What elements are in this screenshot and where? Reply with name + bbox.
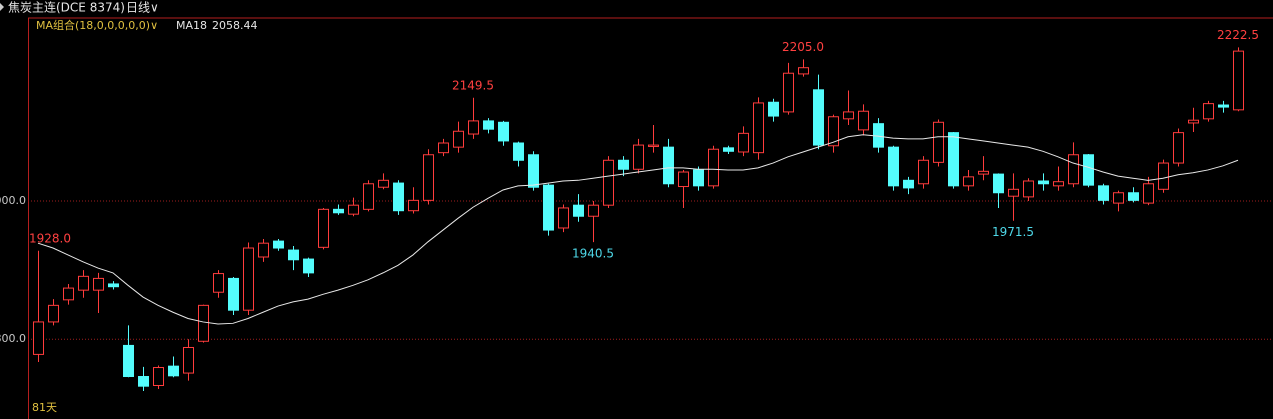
- candle-body: [618, 159, 629, 170]
- candle-body: [858, 110, 869, 131]
- candle-body: [933, 121, 944, 163]
- candle-body: [393, 182, 404, 212]
- candle-body: [228, 277, 239, 311]
- candle-body: [693, 169, 704, 187]
- days-count: 81天: [32, 401, 57, 414]
- period-selector[interactable]: 日线∨: [126, 1, 159, 15]
- extreme-label: 1940.5: [572, 247, 614, 261]
- candle-body: [588, 204, 599, 217]
- candle-body: [153, 367, 164, 386]
- candle-body: [303, 258, 314, 274]
- candle-body: [423, 154, 434, 201]
- candle-body: [978, 170, 989, 175]
- candle-body: [1203, 103, 1214, 120]
- candle-body: [273, 240, 284, 249]
- candle-body: [363, 183, 374, 210]
- candle-body: [768, 101, 779, 117]
- y-tick-label: 2000.0: [0, 194, 26, 207]
- candle-body: [903, 179, 914, 189]
- candle-body: [213, 273, 224, 293]
- candle-body: [708, 148, 719, 187]
- ma-last: 2058.44: [212, 19, 258, 32]
- candle-body: [1128, 192, 1139, 201]
- candle-body: [918, 159, 929, 185]
- candle-body: [1143, 183, 1154, 204]
- candle-body: [723, 147, 734, 152]
- candle-body: [528, 154, 539, 188]
- extreme-label: 2222.5: [1217, 28, 1259, 42]
- y-tick-label: 1800.0: [0, 332, 26, 345]
- candle-body: [33, 321, 44, 355]
- candle-body: [123, 344, 134, 378]
- indicator-selector[interactable]: MA组合(18,0,0,0,0,0)∨: [36, 18, 158, 32]
- candle-body: [408, 199, 419, 212]
- candle-body: [1038, 180, 1049, 185]
- candle-body: [1173, 132, 1184, 164]
- candle-body: [558, 207, 569, 229]
- extreme-label: 2205.0: [782, 40, 824, 54]
- candle-body: [783, 72, 794, 113]
- candle-body: [168, 365, 179, 377]
- candle-body: [738, 132, 749, 153]
- candle-body: [93, 277, 104, 291]
- menu-arrow[interactable]: [0, 3, 4, 11]
- candle-body: [1053, 181, 1064, 187]
- candle-body: [1158, 162, 1169, 190]
- chart-title: 焦炭主连(DCE 8374): [8, 0, 125, 15]
- extreme-label: 1971.5: [992, 225, 1034, 239]
- candle-body: [543, 184, 554, 231]
- candle-body: [348, 204, 359, 215]
- candle-body: [678, 171, 689, 188]
- candle-body: [963, 176, 974, 187]
- candle-body: [48, 304, 59, 323]
- candle-body: [1113, 192, 1124, 204]
- candle-body: [603, 159, 614, 206]
- candle-body: [1023, 180, 1034, 198]
- candle-body: [483, 120, 494, 130]
- candle-body: [183, 346, 194, 374]
- candle-body: [633, 144, 644, 170]
- ma-line: [37, 134, 1239, 325]
- candle-body: [333, 208, 344, 214]
- candle-body: [573, 204, 584, 217]
- extreme-label: 1928.0: [29, 231, 71, 245]
- candle-body: [378, 179, 389, 188]
- candle-body: [1218, 104, 1229, 108]
- candle-body: [843, 111, 854, 120]
- candle-body: [318, 208, 329, 248]
- candle-body: [498, 121, 509, 142]
- candle-body: [888, 146, 899, 187]
- candle-body: [198, 304, 209, 342]
- candle-body: [1008, 188, 1019, 197]
- candle-body: [288, 249, 299, 261]
- candle-body: [753, 102, 764, 154]
- candle-body: [453, 130, 464, 148]
- candle-body: [243, 247, 254, 311]
- candle-body: [468, 120, 479, 135]
- candle-body: [258, 242, 269, 258]
- candle-body: [948, 132, 959, 187]
- candle-body: [663, 146, 674, 185]
- candle-body: [993, 173, 1004, 194]
- candle-body: [1098, 185, 1109, 201]
- candle-body: [138, 376, 149, 387]
- candle-body: [108, 283, 119, 288]
- extreme-label: 2149.5: [452, 78, 494, 92]
- candle-body: [798, 67, 809, 75]
- candle-body: [63, 287, 74, 301]
- candle-body: [438, 142, 449, 154]
- candle-body: [828, 116, 839, 147]
- candle-body: [78, 275, 89, 291]
- candle-body: [1068, 154, 1079, 185]
- candle-body: [1083, 154, 1094, 186]
- candle-body: [813, 89, 824, 146]
- candle-body: [1188, 119, 1199, 124]
- candle-body: [648, 144, 659, 147]
- candle-body: [1233, 50, 1244, 111]
- ma-name: MA18: [176, 19, 207, 32]
- candle-body: [513, 142, 524, 161]
